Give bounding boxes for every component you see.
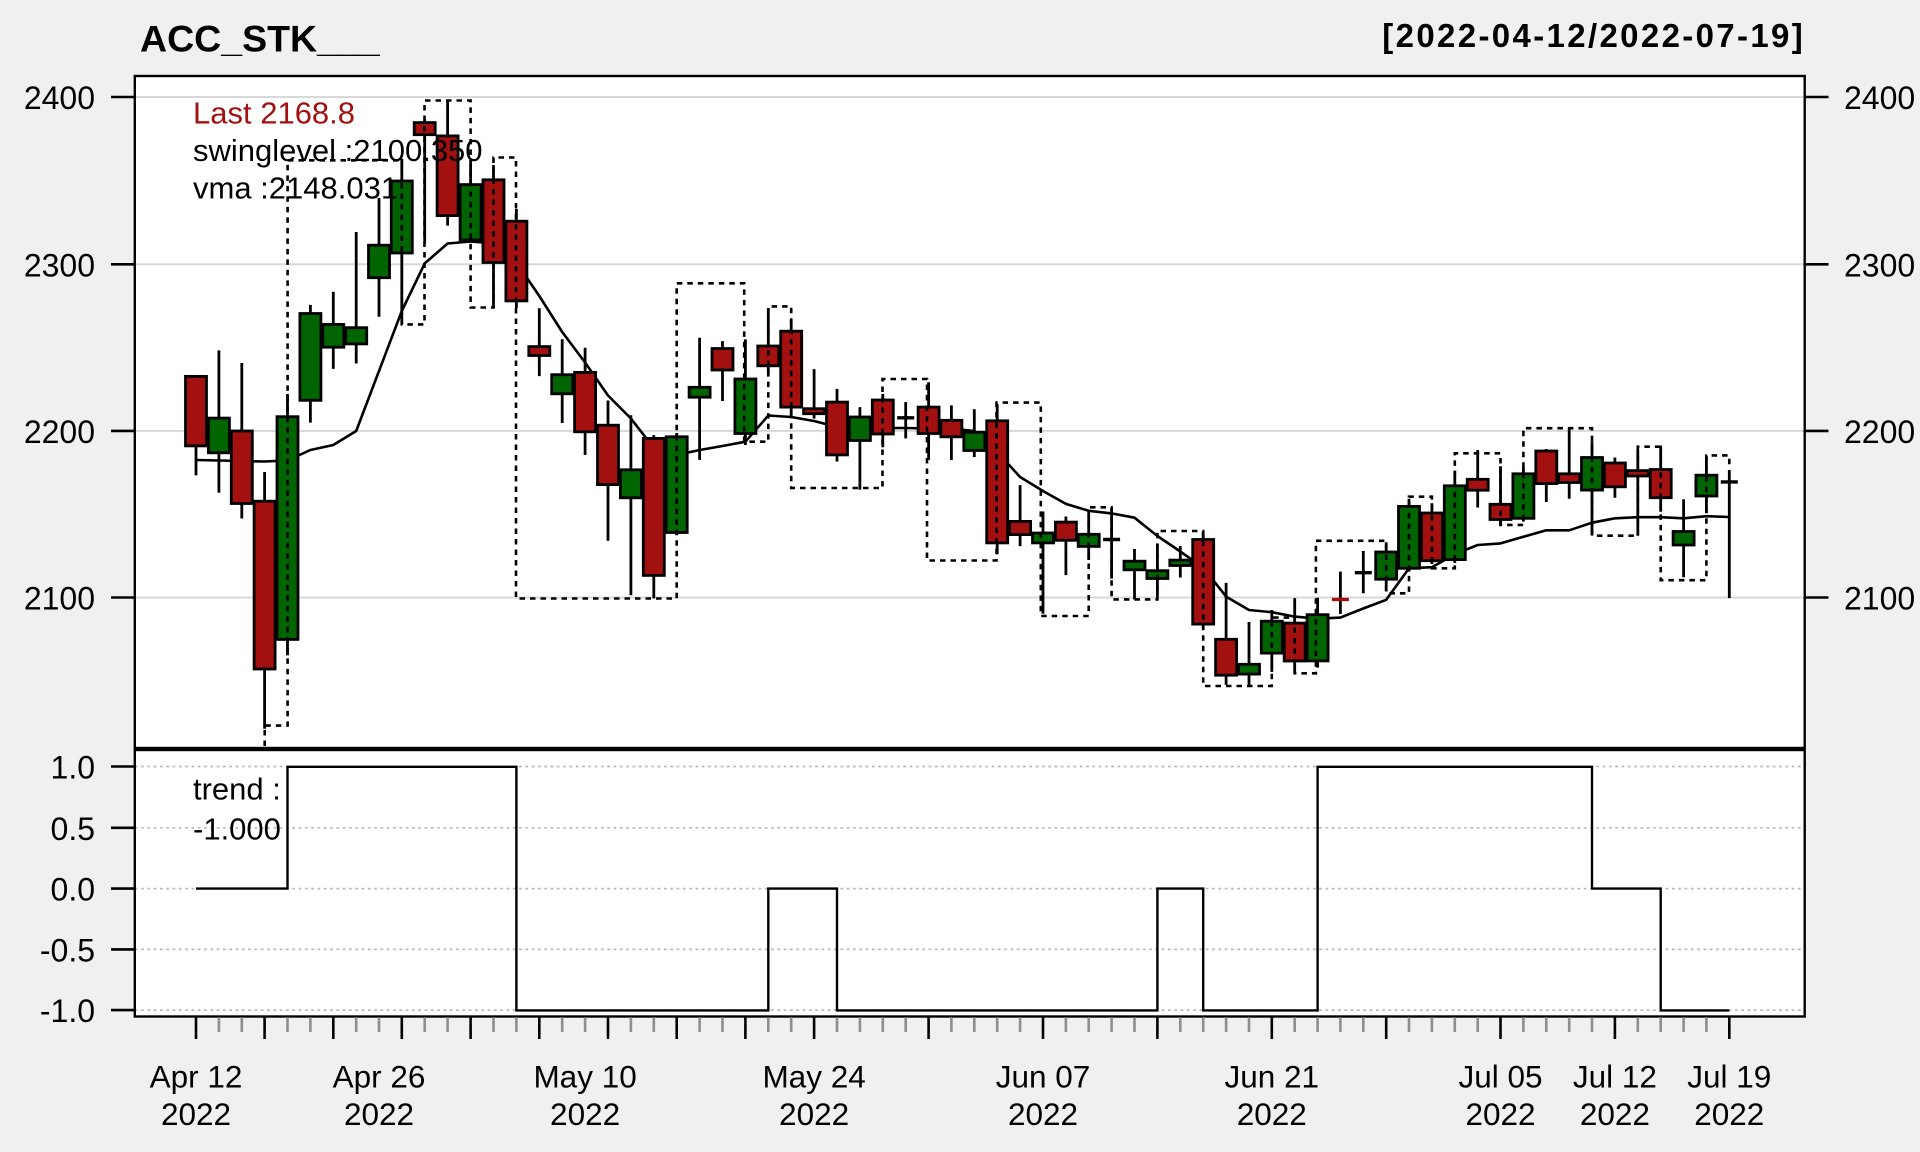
svg-text:2400: 2400 [1844, 80, 1915, 116]
svg-text:2022: 2022 [1465, 1096, 1535, 1132]
svg-text:Jul 05: Jul 05 [1458, 1059, 1542, 1095]
svg-text:-1.000: -1.000 [193, 812, 281, 847]
svg-text:2022: 2022 [779, 1096, 849, 1132]
svg-text:Jul 19: Jul 19 [1687, 1059, 1771, 1095]
svg-text:trend :: trend : [193, 772, 281, 807]
svg-text:2200: 2200 [1844, 414, 1915, 450]
svg-text:Jun 21: Jun 21 [1225, 1059, 1320, 1095]
svg-text:2200: 2200 [24, 414, 95, 450]
svg-text:2100: 2100 [24, 581, 95, 617]
svg-text:2300: 2300 [1844, 247, 1915, 283]
svg-text:0.5: 0.5 [51, 811, 95, 847]
svg-text:swinglevel :2100.350: swinglevel :2100.350 [193, 133, 483, 168]
svg-text:2022: 2022 [1694, 1096, 1764, 1132]
svg-text:2022: 2022 [344, 1096, 414, 1132]
svg-text:2400: 2400 [24, 80, 95, 116]
svg-text:Jun 07: Jun 07 [996, 1059, 1091, 1095]
svg-text:2022: 2022 [1008, 1096, 1078, 1132]
svg-text:May 24: May 24 [762, 1059, 865, 1095]
svg-text:Jul 12: Jul 12 [1573, 1059, 1657, 1095]
svg-text:Apr 26: Apr 26 [333, 1059, 426, 1095]
svg-text:Last 2168.8: Last 2168.8 [193, 95, 355, 130]
svg-text:vma :2148.031: vma :2148.031 [193, 170, 398, 205]
svg-text:ACC_STK___: ACC_STK___ [140, 18, 381, 60]
svg-text:2022: 2022 [1237, 1096, 1307, 1132]
svg-text:0.0: 0.0 [51, 872, 95, 908]
svg-text:-0.5: -0.5 [40, 932, 95, 968]
svg-text:2022: 2022 [1580, 1096, 1650, 1132]
svg-text:2022: 2022 [550, 1096, 620, 1132]
svg-text:2022: 2022 [161, 1096, 231, 1132]
svg-text:[2022-04-12/2022-07-19]: [2022-04-12/2022-07-19] [1382, 17, 1805, 54]
svg-text:1.0: 1.0 [51, 750, 95, 786]
svg-text:Apr 12: Apr 12 [150, 1059, 243, 1095]
svg-text:2300: 2300 [24, 247, 95, 283]
svg-text:May 10: May 10 [533, 1059, 636, 1095]
svg-text:2100: 2100 [1844, 581, 1915, 617]
svg-text:-1.0: -1.0 [40, 993, 95, 1029]
